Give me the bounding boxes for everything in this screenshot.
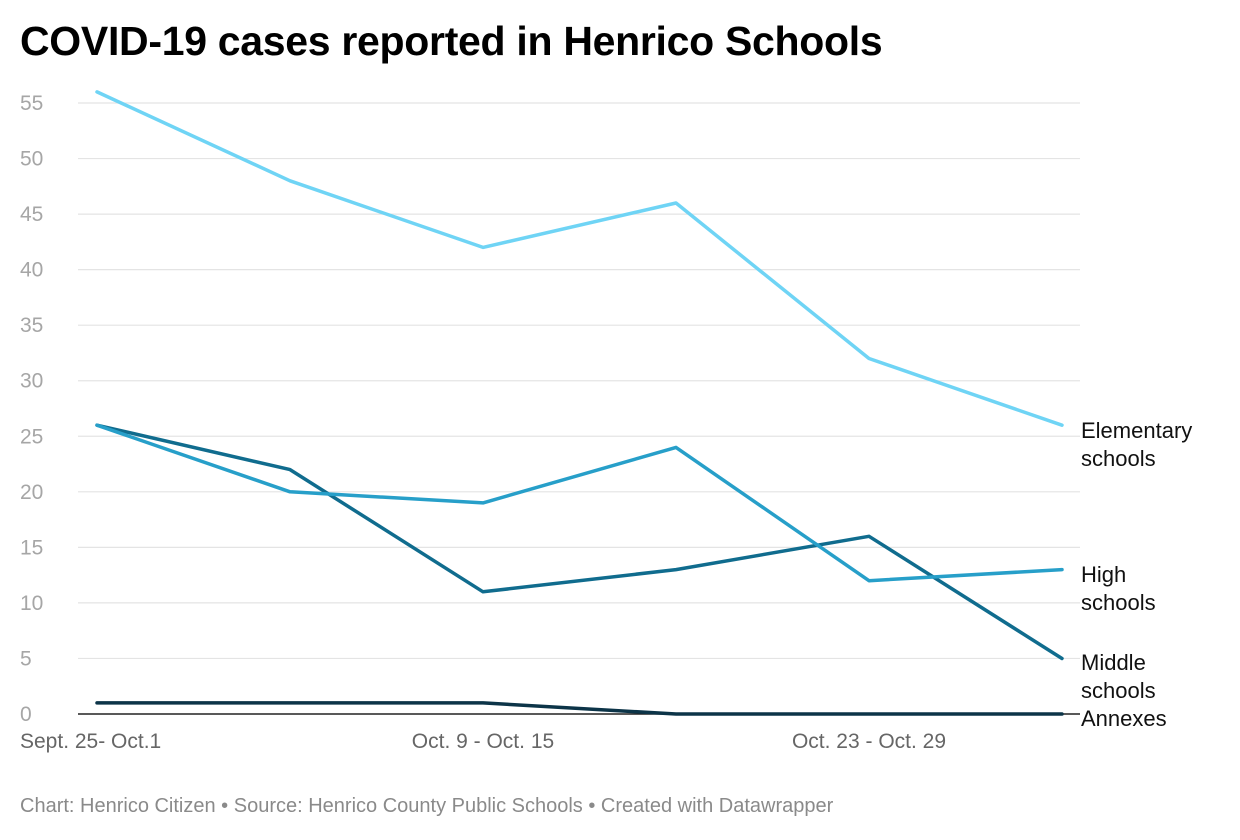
- y-tick-label: 0: [20, 703, 32, 726]
- chart-footer: Chart: Henrico Citizen • Source: Henrico…: [20, 795, 834, 817]
- series-line-middle-schools: [95, 423, 1064, 661]
- line-chart: 0 5 10 15 20 25 30 35 40 45 50 55 Sept. 25- Oct.1 Oc…: [20, 90, 1192, 753]
- series-labels: Elementary schools High schools Middle school…: [1081, 418, 1192, 731]
- series-line-high-schools: [95, 423, 1064, 583]
- series-line-elementary-schools: [95, 90, 1064, 427]
- series-label: Annexes: [1081, 706, 1167, 731]
- x-axis-ticks: Sept. 25- Oct.1 Oct. 9 - Oct. 15 Oct. 23 -…: [20, 730, 946, 753]
- x-tick-label: Oct. 23 - Oct. 29: [792, 730, 946, 753]
- y-tick-label: 5: [20, 647, 32, 670]
- y-tick-label: 10: [20, 592, 43, 615]
- x-tick-label: Oct. 9 - Oct. 15: [412, 730, 554, 753]
- series-label: High schools: [1081, 562, 1156, 615]
- gridlines: [78, 102, 1080, 715]
- series-label: Middle schools: [1081, 650, 1156, 703]
- y-tick-label: 45: [20, 203, 43, 226]
- chart-title: COVID-19 cases reported in Henrico Schoo…: [20, 18, 883, 64]
- y-tick-label: 20: [20, 481, 43, 504]
- y-tick-label: 55: [20, 92, 43, 115]
- y-tick-label: 25: [20, 425, 43, 448]
- series-label: Elementary schools: [1081, 418, 1192, 471]
- x-tick-label: Sept. 25- Oct.1: [20, 730, 161, 753]
- y-tick-label: 15: [20, 536, 43, 559]
- y-tick-label: 40: [20, 259, 43, 282]
- y-tick-label: 50: [20, 148, 43, 171]
- y-axis-ticks: 0 5 10 15 20 25 30 35 40 45 50 55: [20, 92, 43, 726]
- series-line-annexes: [95, 701, 1064, 716]
- y-tick-label: 35: [20, 314, 43, 337]
- y-tick-label: 30: [20, 370, 43, 393]
- series-lines: [95, 90, 1064, 716]
